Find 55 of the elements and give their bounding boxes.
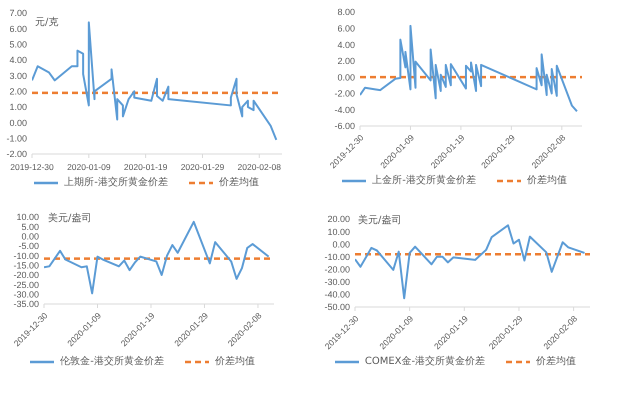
y-tick-label: -10.00 bbox=[324, 252, 350, 262]
y-tick-label: -10.00 bbox=[13, 250, 39, 261]
y-tick-label: -20.00 bbox=[324, 264, 350, 274]
y-tick-label: -1.00 bbox=[6, 134, 27, 144]
x-tick-label: 2019-12-30 bbox=[10, 162, 54, 172]
y-tick-label: -50.00 bbox=[324, 302, 350, 312]
y-axis-title: 元/克 bbox=[35, 16, 58, 29]
legend-label: 上金所-港交所黄金价差 bbox=[372, 174, 476, 188]
y-tick-label: 20.00 bbox=[327, 214, 350, 224]
y-tick-label: -40.00 bbox=[324, 290, 350, 300]
line-series bbox=[360, 24, 578, 112]
y-tick-label: -2.00 bbox=[334, 88, 355, 99]
legend-label: COMEX金-港交所黄金价差 bbox=[364, 355, 486, 369]
y-tick-label: -5.00 bbox=[18, 241, 39, 252]
y-tick-label: 8.00 bbox=[337, 7, 355, 18]
y-tick-label: 3.00 bbox=[9, 70, 27, 81]
y-tick-label: -6.00 bbox=[334, 121, 355, 132]
y-tick-label: 5.00 bbox=[21, 222, 39, 232]
y-tick-label: -20.00 bbox=[13, 270, 39, 280]
line-series bbox=[44, 220, 270, 294]
legend-label: 伦敦金-港交所黄金价差 bbox=[60, 355, 164, 369]
y-tick-label: 0.00 bbox=[21, 232, 39, 242]
x-tick-label: 2020-01-19 bbox=[124, 162, 168, 172]
y-tick-label: 1.00 bbox=[9, 102, 27, 112]
y-tick-label: -2.00 bbox=[6, 149, 27, 160]
y-tick-label: -15.00 bbox=[13, 260, 39, 271]
y-tick-label: 2.00 bbox=[9, 86, 27, 97]
y-tick-label: 10.00 bbox=[16, 212, 39, 222]
legend-label: 价差均值 bbox=[536, 355, 576, 369]
y-tick-label: 6.00 bbox=[337, 23, 355, 34]
y-tick-label: -30.00 bbox=[324, 277, 350, 288]
y-axis-title: 美元/盎司 bbox=[358, 214, 402, 227]
x-tick-label: 2020-02-08 bbox=[238, 162, 282, 172]
y-tick-label: 0.00 bbox=[332, 239, 350, 250]
y-tick-label: 7.00 bbox=[9, 8, 27, 18]
legend-label: 价差均值 bbox=[214, 355, 255, 369]
legend-label: 上期所-港交所黄金价差 bbox=[64, 176, 168, 190]
x-tick-label: 2020-01-29 bbox=[180, 162, 224, 172]
y-tick-label: 10.00 bbox=[327, 226, 350, 237]
line-series bbox=[355, 224, 586, 300]
y-tick-label: 6.00 bbox=[9, 24, 27, 34]
y-tick-label: -30.00 bbox=[13, 290, 39, 300]
y-tick-label: 4.00 bbox=[337, 40, 355, 50]
y-tick-label: 4.00 bbox=[9, 55, 27, 66]
x-tick-label: 2020-01-09 bbox=[67, 162, 111, 172]
y-tick-label: -25.00 bbox=[13, 280, 39, 290]
y-tick-label: 0.00 bbox=[9, 118, 27, 128]
legend-label: 价差均值 bbox=[218, 176, 259, 190]
legend-label: 价差均值 bbox=[526, 174, 567, 188]
y-tick-label: 5.00 bbox=[9, 40, 27, 50]
y-tick-label: -4.00 bbox=[334, 104, 355, 115]
y-tick-label: 0.00 bbox=[337, 72, 355, 82]
y-tick-label: -35.00 bbox=[13, 299, 39, 310]
y-tick-label: 2.00 bbox=[337, 56, 355, 66]
y-axis-title: 美元/盎司 bbox=[48, 212, 92, 225]
